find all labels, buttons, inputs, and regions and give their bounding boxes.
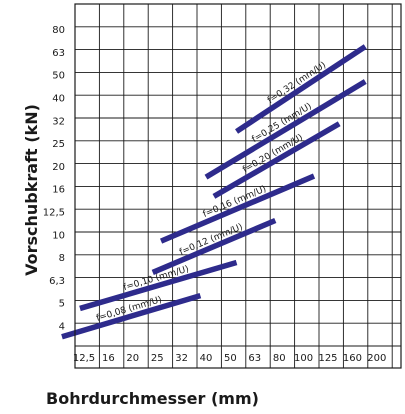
x-tick-label: 80 — [273, 353, 286, 364]
x-tick-label: 20 — [126, 353, 139, 364]
series-labels: f=0,08 (mm/U)f=0,10 (mm/U)f=0,12 (mm/U)f… — [95, 60, 328, 324]
plot-frame — [74, 3, 402, 369]
y-tick-label: 8 — [59, 253, 65, 264]
y-tick-label: 12,5 — [43, 208, 65, 219]
x-tick-label: 200 — [367, 353, 386, 364]
y-tick-label: 63 — [52, 48, 65, 59]
x-tick-label: 32 — [175, 353, 188, 364]
series-line — [151, 217, 277, 275]
y-tick-labels: 4 5 6,3 8 10 12,5 16 20 25 32 40 50 63 80 — [43, 25, 65, 332]
y-tick-label: 50 — [52, 71, 65, 82]
y-tick-label: 5 — [59, 299, 65, 310]
x-tick-label: 63 — [248, 353, 261, 364]
series-line — [204, 79, 367, 180]
x-tick-label: 160 — [343, 353, 362, 364]
y-tick-label: 10 — [52, 230, 65, 241]
series-label: f=0,25 (mm/U) — [250, 102, 313, 145]
x-tick-label: 100 — [294, 353, 313, 364]
y-tick-label: 16 — [52, 185, 65, 196]
y-tick-label: 40 — [52, 94, 65, 105]
x-tick-label: 12,5 — [73, 353, 95, 364]
x-tick-label: 16 — [102, 353, 115, 364]
y-tick-label: 4 — [59, 322, 65, 333]
x-tick-label: 40 — [200, 353, 213, 364]
y-tick-label: 6,3 — [49, 276, 65, 287]
x-axis-title: Bohrdurchmesser (mm) — [46, 389, 259, 408]
x-tick-label: 50 — [224, 353, 237, 364]
grid — [74, 3, 401, 368]
x-tick-label: 125 — [318, 353, 337, 364]
series-lines — [61, 44, 367, 340]
series-line — [61, 292, 202, 340]
series-line — [212, 121, 341, 199]
y-tick-label: 32 — [52, 116, 65, 127]
series-line — [235, 44, 367, 134]
y-axis-title: Vorschubkraft (kN) — [22, 104, 41, 276]
series-line — [159, 173, 316, 244]
y-tick-label: 80 — [52, 25, 65, 36]
y-tick-label: 25 — [52, 139, 65, 150]
x-tick-labels: 12,5 16 20 25 32 40 50 63 80 100 125 160 200 — [73, 353, 386, 364]
x-tick-label: 25 — [151, 353, 164, 364]
series-line — [79, 259, 238, 312]
y-tick-label: 20 — [52, 162, 65, 173]
